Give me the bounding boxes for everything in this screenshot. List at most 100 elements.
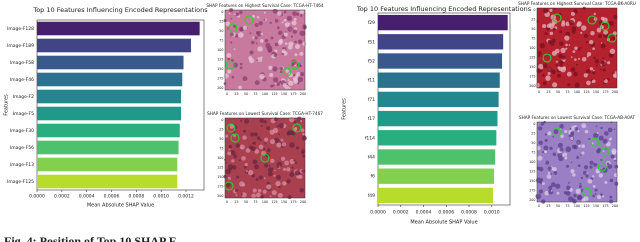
tissue-cell xyxy=(252,141,257,145)
tissue-cell xyxy=(552,27,556,31)
tissue-cell xyxy=(555,60,558,63)
tissue-cell xyxy=(542,81,547,86)
tissue-cell xyxy=(252,36,255,39)
bar xyxy=(37,55,184,70)
tissue-cell xyxy=(249,32,252,35)
tissue-cell xyxy=(555,64,559,67)
tissue-cell xyxy=(577,164,581,168)
tissue-cell xyxy=(285,31,287,33)
image-y-tick: 100 xyxy=(217,156,223,160)
tissue-cell xyxy=(611,150,617,155)
tissue-cell xyxy=(593,56,597,60)
chart-title: Top 10 Features Influencing Encoded Repr… xyxy=(32,6,208,14)
tissue-cell xyxy=(576,156,580,160)
image-y-tick: 50 xyxy=(219,29,223,33)
tissue-cell xyxy=(282,83,287,88)
tissue-cell xyxy=(542,73,545,77)
y-tick-label: Image-F5 xyxy=(13,111,34,117)
tissue-cell xyxy=(243,165,247,169)
tissue-cell xyxy=(265,42,271,48)
tissue-cell xyxy=(269,138,276,145)
tissue-cell xyxy=(281,156,286,161)
tissue-cell xyxy=(596,149,601,154)
tissue-cell xyxy=(536,146,541,151)
tissue-cell xyxy=(583,165,589,170)
tissue-cell xyxy=(559,124,564,129)
image-title: SHAP Features on Lowest Survival Case: T… xyxy=(207,111,323,116)
tissue-cell xyxy=(570,56,573,58)
bar xyxy=(37,174,178,189)
tissue-cell xyxy=(580,176,584,180)
tissue-cell xyxy=(286,167,291,172)
tissue-cell xyxy=(565,47,568,50)
tissue-cell xyxy=(242,135,247,140)
tissue-cell xyxy=(570,136,574,140)
tissue-cell xyxy=(279,39,284,44)
tissue-cell xyxy=(580,25,587,31)
tissue-cell xyxy=(578,184,582,188)
tissue-cell xyxy=(243,25,248,30)
tissue-cell xyxy=(592,69,595,72)
tissue-cell xyxy=(612,36,617,41)
shap-marker xyxy=(552,127,562,137)
image-x-tick: 0 xyxy=(538,204,540,208)
tissue-cell xyxy=(615,75,617,77)
tissue-cell xyxy=(264,38,269,43)
tissue-cell xyxy=(600,42,603,44)
tissue-cell xyxy=(565,191,571,196)
tissue-cell xyxy=(242,76,248,82)
shap-marker xyxy=(228,23,238,33)
tissue-cell xyxy=(549,31,554,36)
tissue-cell xyxy=(606,77,610,81)
image-y-tick: 125 xyxy=(217,58,223,62)
y-tick-label: f51 xyxy=(368,39,375,45)
tissue-cell xyxy=(302,154,306,158)
tissue-cell xyxy=(570,131,575,135)
tissue-cell xyxy=(589,67,594,71)
tissue-cell xyxy=(573,8,578,13)
tissue-cell xyxy=(269,21,272,25)
image-x-tick: 125 xyxy=(271,92,277,96)
tissue-cell xyxy=(238,85,242,90)
tissue-cell xyxy=(543,145,549,151)
tissue-cell xyxy=(609,137,612,141)
image-y-tick: 75 xyxy=(531,151,535,155)
tissue-cell xyxy=(538,189,544,194)
tissue-cell xyxy=(276,26,280,30)
tissue-cell xyxy=(267,171,273,177)
tissue-cell xyxy=(555,183,561,189)
tissue-cell xyxy=(576,139,581,145)
image-x-tick: 125 xyxy=(271,200,277,204)
tissue-cell xyxy=(593,132,599,139)
tissue-cell xyxy=(287,44,293,50)
tissue-cell xyxy=(535,193,542,200)
tissue-cell xyxy=(566,164,570,168)
tissue-cell xyxy=(292,76,299,82)
tissue-cell xyxy=(231,159,235,163)
tissue-cell xyxy=(286,179,291,184)
tissue-cell xyxy=(226,53,232,58)
tissue-cell xyxy=(537,51,542,56)
image-x-tick: 0 xyxy=(226,92,228,96)
image-x-tick: 175 xyxy=(290,200,296,204)
y-tick-label: f6 xyxy=(371,174,376,180)
shap-marker xyxy=(587,15,597,25)
tissue-cell xyxy=(230,41,233,44)
tissue-cell xyxy=(233,24,237,28)
tissue-cell xyxy=(288,117,295,123)
tissue-cell xyxy=(287,195,292,200)
tissue-cell xyxy=(591,79,596,84)
tissue-cell xyxy=(282,167,286,171)
tissue-cell xyxy=(595,64,598,67)
tissue-cell xyxy=(301,151,305,155)
tissue-cell xyxy=(262,189,267,194)
x-tick-label: 0.0008 xyxy=(461,210,477,216)
image-x-tick: 50 xyxy=(556,204,560,208)
tissue-cell xyxy=(613,14,618,20)
tissue-cell xyxy=(602,150,605,153)
tissue-cell xyxy=(559,147,564,152)
tissue-cell xyxy=(547,39,552,44)
tissue-cell xyxy=(575,188,581,194)
tissue-cell xyxy=(608,20,614,26)
bar xyxy=(378,130,497,146)
